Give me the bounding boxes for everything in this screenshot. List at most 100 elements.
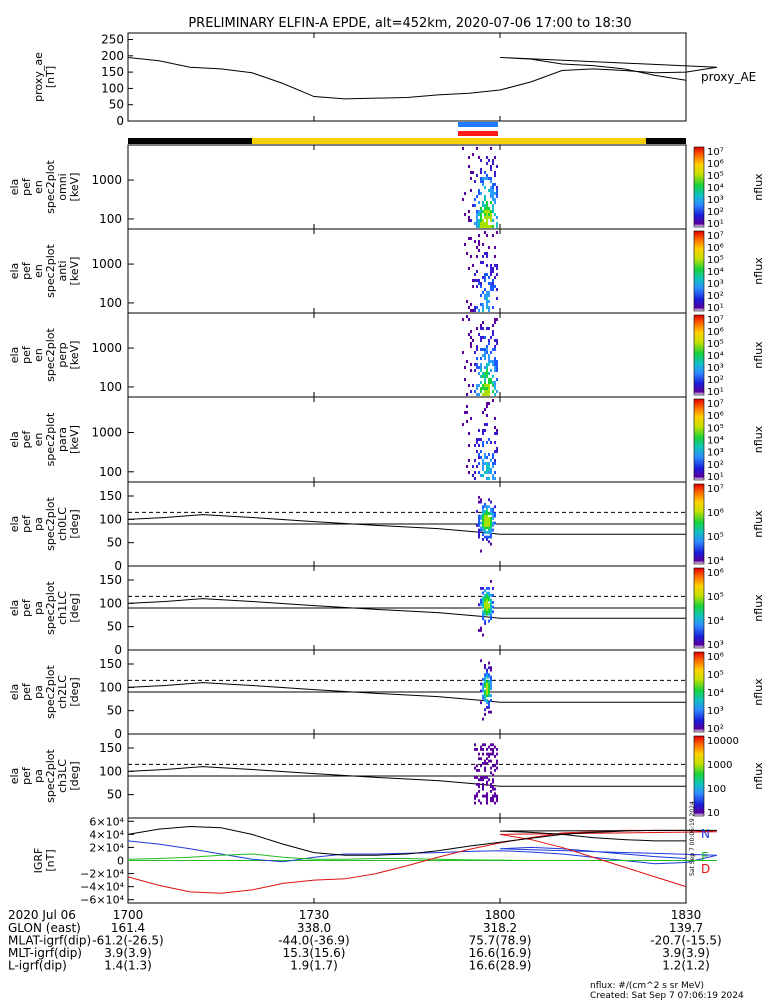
heatmap-cell [476, 348, 478, 351]
heatmap-cell [482, 411, 484, 414]
loss-cone-line [127, 514, 686, 535]
heatmap-cell [490, 165, 492, 168]
heatmap-cell [476, 147, 478, 150]
heatmap-cell [494, 360, 496, 363]
colorbar-tick-label: 10⁵ [707, 423, 724, 434]
heatmap-cell [492, 528, 494, 532]
heatmap-cell [480, 192, 482, 195]
heatmap-cell [484, 594, 486, 597]
heatmap-cell [484, 766, 486, 770]
heatmap-cell [480, 748, 482, 751]
heatmap-cell [482, 462, 484, 465]
heatmap-cell [496, 264, 498, 267]
heatmap-cell [470, 189, 472, 192]
heatmap-cell [476, 210, 478, 213]
heatmap-cell [478, 366, 480, 369]
colorbar-tick-label: 10⁷ [707, 315, 724, 326]
heatmap-cell [476, 246, 478, 249]
heatmap-cell [484, 351, 486, 354]
heatmap-cell [496, 363, 498, 366]
heatmap-cell [486, 792, 488, 796]
heatmap-cell [484, 171, 486, 174]
heatmap-cell [476, 748, 478, 751]
heatmap-cell [492, 512, 494, 516]
heatmap-cell [478, 456, 480, 459]
heatmap-cell [468, 432, 470, 435]
colorbar [693, 230, 705, 312]
igrf-series-N [127, 840, 718, 865]
heatmap-cell [490, 526, 492, 530]
heatmap-cell [478, 156, 480, 159]
heatmap-cell [486, 682, 488, 686]
heatmap-cell [484, 699, 486, 702]
heatmap-cell [486, 348, 488, 351]
heatmap-cell [480, 219, 482, 222]
heatmap-cell [462, 198, 464, 201]
heatmap-cell [492, 162, 494, 165]
pitch-angle-ylabel: pa [32, 601, 45, 615]
heatmap-cell [484, 216, 486, 219]
y-tick-label: 1000 [91, 257, 122, 271]
colorbar [693, 567, 705, 649]
heatmap-cell [484, 678, 486, 681]
y-tick-label: 100 [99, 512, 122, 526]
colorbar-tick-label: 10² [707, 291, 724, 302]
heatmap-cell [486, 694, 488, 698]
heatmap-cell [484, 708, 486, 712]
heatmap-cell [486, 294, 488, 297]
heatmap-cell [472, 339, 474, 342]
loss-cone-line [127, 598, 686, 619]
heatmap-cell [496, 429, 498, 432]
heatmap-cell [480, 689, 482, 693]
pitch-angle-ylabel: pef [20, 598, 33, 617]
heatmap-cell [490, 687, 492, 691]
colorbar-label: nflux [752, 594, 765, 622]
heatmap-cell [468, 318, 470, 321]
heatmap-cell [482, 605, 484, 609]
heatmap-cell [468, 156, 470, 159]
heatmap-cell [488, 605, 490, 609]
heatmap-cell [486, 507, 488, 511]
heatmap-cell [492, 183, 494, 186]
heatmap-cell [488, 755, 490, 758]
heatmap-cell [490, 668, 492, 672]
heatmap-cell [478, 234, 480, 237]
heatmap-cell [494, 801, 496, 805]
heatmap-cell [478, 429, 480, 432]
y-tick-label: 50 [107, 620, 122, 634]
heatmap-cell [486, 216, 488, 219]
colorbar-tick-label: 10¹ [707, 472, 724, 483]
heatmap-cell [490, 601, 492, 604]
colorbar-tick-label: 10⁵ [707, 670, 724, 681]
heatmap-cell [470, 303, 472, 306]
heatmap-cell [490, 441, 492, 444]
heatmap-cell [486, 423, 488, 426]
heatmap-cell [488, 591, 490, 595]
heatmap-cell [480, 701, 482, 705]
heatmap-cell [480, 598, 482, 602]
heatmap-cell [464, 411, 466, 414]
heatmap-cell [478, 243, 480, 246]
loss-cone-line [127, 682, 686, 703]
heatmap-cell [472, 465, 474, 468]
heatmap-cell [494, 505, 496, 509]
heatmap-cell [482, 222, 484, 225]
heatmap-cell [490, 351, 492, 354]
heatmap-cell [492, 348, 494, 351]
heatmap-cell [480, 450, 482, 453]
heatmap-cell [486, 668, 488, 672]
heatmap-cell [480, 366, 482, 369]
heatmap-cell [496, 186, 498, 189]
heatmap-cell [492, 465, 494, 468]
heatmap-cell [486, 213, 488, 216]
heatmap-cell [486, 673, 488, 677]
heatmap-cell [492, 521, 494, 525]
heatmap-cell [486, 162, 488, 165]
heatmap-cell [486, 801, 488, 805]
heatmap-cell [476, 524, 478, 527]
heatmap-cell [496, 267, 498, 270]
heatmap-cell [494, 201, 496, 204]
heatmap-cell [494, 255, 496, 258]
heatmap-cell [486, 156, 488, 159]
heatmap-cell [482, 303, 484, 306]
